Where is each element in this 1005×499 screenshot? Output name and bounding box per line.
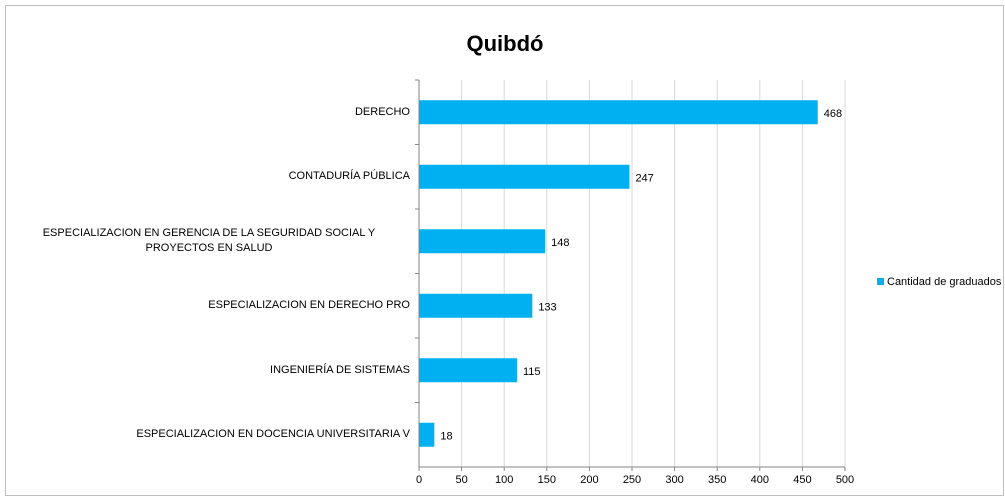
data-label: 247 — [635, 173, 653, 185]
data-label: 148 — [551, 237, 569, 249]
bar — [419, 100, 818, 125]
x-tick-label: 150 — [538, 474, 556, 486]
category-label: DERECHO — [354, 105, 410, 118]
legend-label: Cantidad de graduados — [887, 276, 1002, 288]
y-tick-label: CONTADURÍA PÚBLICA — [8, 169, 410, 184]
legend-swatch — [877, 278, 884, 285]
x-tick-label: 500 — [836, 474, 854, 486]
data-label: 133 — [538, 302, 556, 314]
y-tick-label: INGENIERÍA DE SISTEMAS — [8, 363, 410, 378]
x-tick-label: 450 — [793, 474, 811, 486]
x-tick-label: 400 — [751, 474, 769, 486]
x-tick-label: 200 — [580, 474, 598, 486]
data-label: 18 — [440, 431, 452, 443]
category-label: ESPECIALIZACION EN GERENCIA DE LA SEGURI… — [42, 227, 376, 255]
x-tick-label: 100 — [495, 474, 513, 486]
chart-title: Quibdó — [467, 31, 544, 56]
bar — [419, 229, 546, 254]
y-tick-label: ESPECIALIZACION EN DERECHO PRO — [8, 298, 410, 313]
category-label: ESPECIALIZACION EN DERECHO PRO — [208, 299, 410, 312]
y-tick-label: DERECHO — [8, 105, 410, 120]
x-tick-label: 350 — [708, 474, 726, 486]
category-label: CONTADURÍA PÚBLICA — [288, 170, 410, 183]
x-tick-label: 0 — [416, 474, 422, 486]
data-label: 468 — [824, 108, 842, 120]
bar — [419, 422, 435, 447]
x-tick-label: 50 — [455, 474, 467, 486]
bar — [419, 164, 630, 189]
x-tick-label: 250 — [623, 474, 641, 486]
y-tick-label: ESPECIALIZACION EN GERENCIA DE LA SEGURI… — [8, 226, 410, 256]
bar — [419, 293, 533, 318]
y-tick-label: ESPECIALIZACION EN DOCENCIA UNIVERSITARI… — [8, 427, 410, 442]
data-label: 115 — [523, 366, 541, 378]
category-label: ESPECIALIZACION EN DOCENCIA UNIVERSITARI… — [136, 428, 410, 441]
x-tick-label: 300 — [665, 474, 683, 486]
category-label: INGENIERÍA DE SISTEMAS — [270, 363, 410, 376]
bar — [419, 358, 517, 383]
